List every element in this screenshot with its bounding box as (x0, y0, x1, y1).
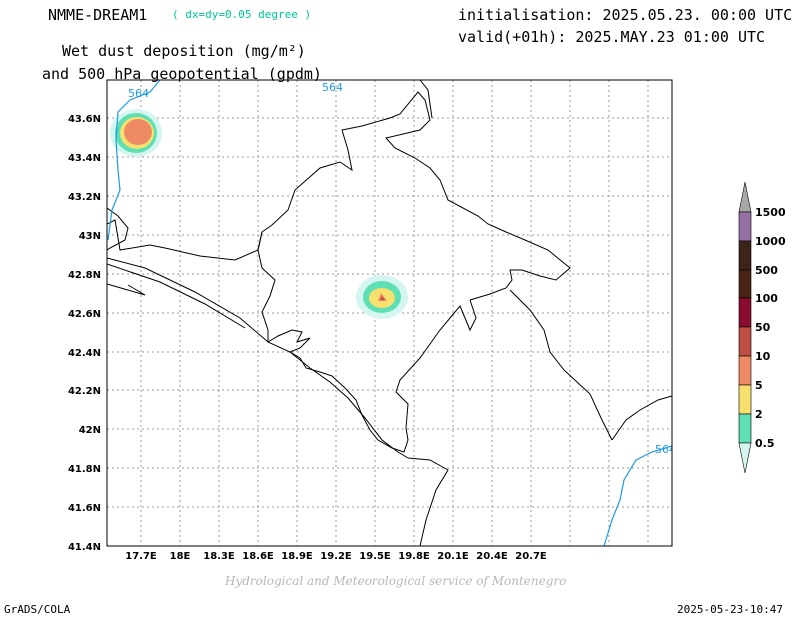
lat-tick-label: 42.8N (68, 270, 101, 281)
legend-label: 1500 (755, 206, 786, 219)
model-resolution: ( dx=dy=0.05 degree ) (172, 8, 312, 21)
lon-tick-label: 20.7E (515, 551, 547, 562)
legend-top-arrow (738, 181, 752, 213)
contour-label-564-north: 564 (322, 81, 343, 94)
lon-tick-label: 19.5E (359, 551, 391, 562)
lon-tick-label: 18.9E (281, 551, 313, 562)
coastline (107, 207, 129, 251)
lon-tick-label: 20.1E (437, 551, 469, 562)
lon-tick-label: 18.6E (242, 551, 274, 562)
legend-colorbar (738, 181, 752, 474)
lat-tick-label: 43.4N (68, 153, 101, 164)
legend-swatch-500 (738, 269, 752, 299)
lat-tick-label: 42.2N (68, 386, 101, 397)
legend-labels: 1500 1000 500 100 50 10 5 2 0.5 (755, 206, 786, 450)
legend-swatch-50 (738, 326, 752, 357)
generated-timestamp: 2025-05-23-10:47 (677, 603, 783, 616)
lon-tick-label: 18.3E (203, 551, 235, 562)
legend-swatch-100 (738, 297, 752, 328)
model-name: NMME-DREAM1 (48, 6, 148, 24)
border-ks (509, 289, 613, 441)
boundaries (107, 80, 672, 546)
software-label: GrADS/COLA (4, 603, 71, 616)
lon-tick-label: 20.4E (476, 551, 508, 562)
valid-time: valid(+01h): 2025.MAY.23 01:00 UTC (458, 28, 766, 46)
contour-label-564-se: 564 (655, 443, 676, 456)
dust-deposition-area-central (356, 275, 408, 319)
credit-line: Hydrological and Meteorological service … (225, 574, 567, 588)
contour-label-564-nw: 564 (128, 87, 149, 100)
longitude-axis: 17.7E 18E 18.3E 18.6E 18.9E 19.2E 19.5E … (125, 551, 547, 562)
legend-swatch-5 (738, 384, 752, 415)
bay-kotor (267, 329, 409, 453)
lat-tick-label: 42.4N (68, 348, 101, 359)
legend-label: 10 (755, 350, 771, 363)
legend-swatch-1000 (738, 240, 752, 271)
legend-label: 500 (755, 264, 778, 277)
lat-tick-label: 42N (79, 425, 101, 436)
legend-label: 50 (755, 321, 771, 334)
legend-swatch-2 (738, 413, 752, 444)
lat-tick-label: 41.6N (68, 503, 101, 514)
legend-label: 5 (755, 379, 763, 392)
legend-label: 2 (755, 408, 763, 421)
lat-tick-label: 43.6N (68, 114, 101, 125)
border-me-rs (257, 231, 276, 342)
border-al (395, 299, 477, 429)
peninsula-2 (107, 283, 146, 296)
map-title-line1: Wet dust deposition (mg/m²) (62, 42, 306, 60)
latitude-axis: 43.6N 43.4N 43.2N 43N 42.8N 42.6N 42.4N … (68, 114, 101, 553)
dust-deposition-area-northwest (110, 109, 162, 157)
map-title-line2: and 500 hPa geopotential (gpdm) (42, 65, 322, 83)
lon-tick-label: 19.8E (398, 551, 430, 562)
lon-tick-label: 19.2E (320, 551, 352, 562)
legend-swatch-10 (738, 355, 752, 386)
lon-tick-label: 18E (170, 551, 191, 562)
geopotential-contour-564 (107, 80, 672, 546)
legend-label: 0.5 (755, 437, 775, 450)
legend-swatch-1500 (738, 211, 752, 242)
legend-bottom-arrow (738, 442, 752, 474)
initialisation-time: initialisation: 2025.05.23. 00:00 UTC (458, 6, 793, 24)
lat-tick-label: 43.2N (68, 192, 101, 203)
peninsula (107, 263, 246, 329)
border-top (419, 80, 433, 119)
coastline-west (107, 257, 409, 459)
lat-tick-label: 41.4N (68, 542, 101, 553)
legend-label: 1000 (755, 235, 786, 248)
lat-tick-label: 42.6N (68, 309, 101, 320)
border-al-2 (407, 457, 449, 546)
lat-tick-label: 43N (79, 231, 101, 242)
legend-label: 100 (755, 292, 778, 305)
lat-tick-label: 41.8N (68, 464, 101, 475)
lon-tick-label: 17.7E (125, 551, 157, 562)
graticule (107, 80, 672, 546)
map-frame (106, 79, 673, 547)
border-mk (611, 395, 672, 441)
